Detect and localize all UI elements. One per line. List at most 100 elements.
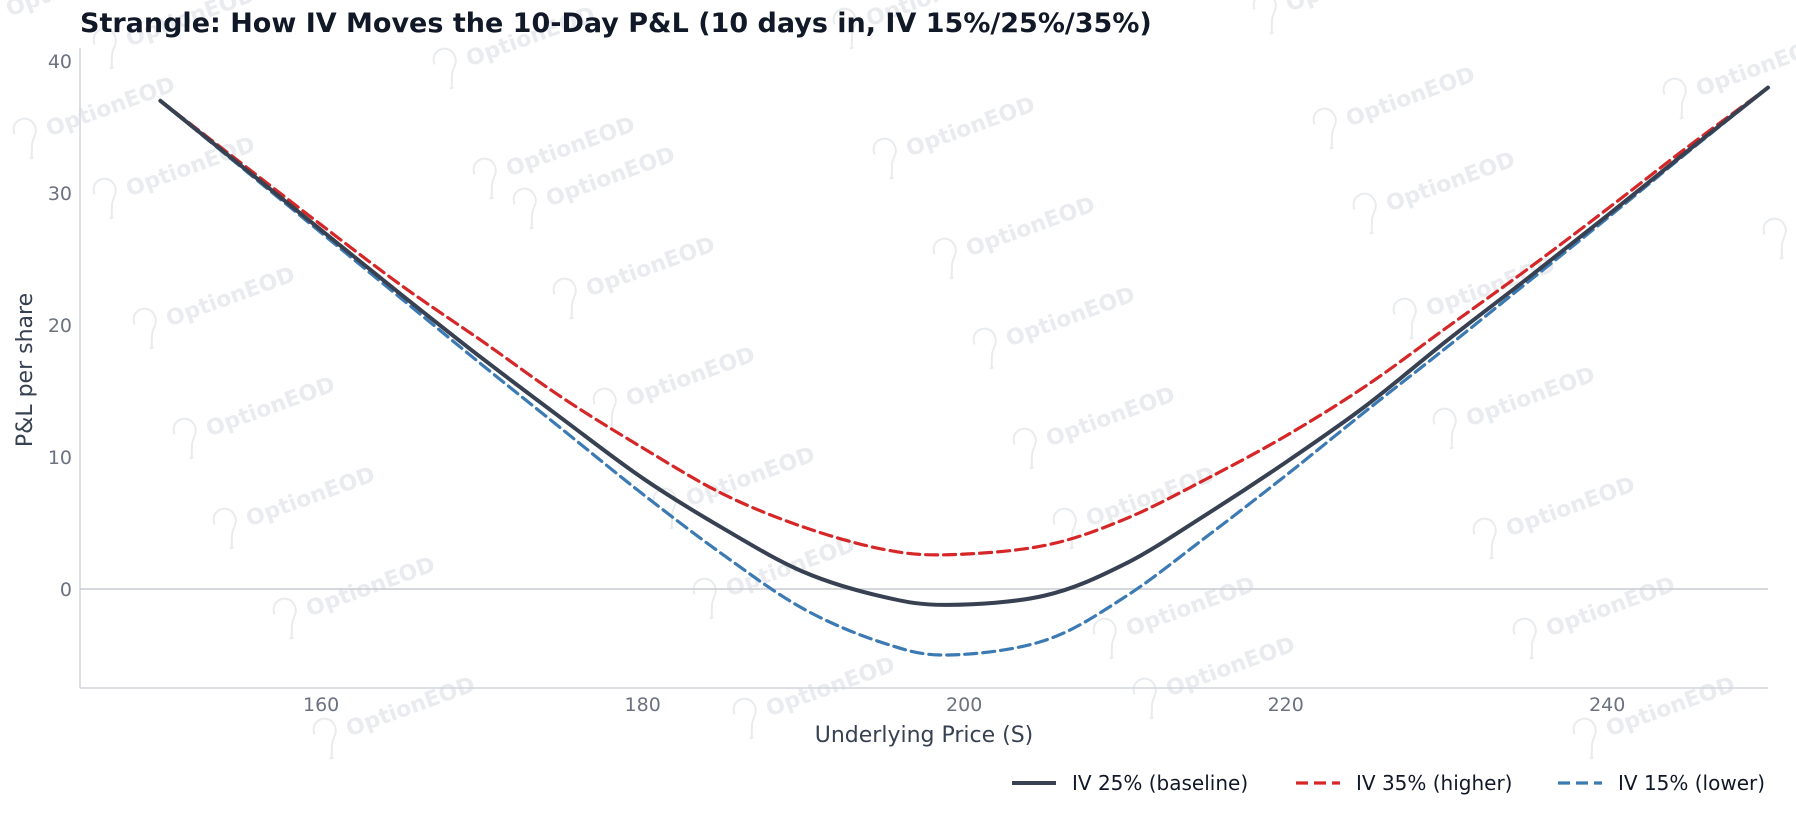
watermark-logo-icon <box>12 117 37 160</box>
x-tick-label: 180 <box>625 694 661 716</box>
watermark: OptionEOD <box>972 282 1139 370</box>
watermark: OptionEOD <box>1252 0 1419 35</box>
watermark: OptionEOD <box>592 342 759 430</box>
watermark: OptionEOD <box>652 442 819 530</box>
y-tick-label: 20 <box>48 315 72 337</box>
watermark-text: OptionEOD <box>903 92 1039 162</box>
watermark-logo-icon <box>92 177 117 220</box>
y-axis-label: P&L per share <box>13 293 38 447</box>
watermark: OptionEOD <box>1762 172 1796 260</box>
watermark-text: OptionEOD <box>243 462 379 532</box>
watermark: OptionEOD <box>1432 362 1599 450</box>
ticks-layer: 160 180 200 220 240 0 10 20 30 40 <box>48 51 1626 716</box>
watermark-logo-icon <box>92 27 117 70</box>
watermark: OptionEOD <box>692 532 859 620</box>
legend-label: IV 15% (lower) <box>1618 771 1765 795</box>
watermark-logo-icon <box>0 0 5 41</box>
watermark: OptionEOD <box>552 232 719 320</box>
watermark-logo-icon <box>472 157 497 200</box>
watermark: OptionEOD <box>1662 32 1796 120</box>
legend-label: IV 35% (higher) <box>1356 771 1512 795</box>
watermark: OptionEOD <box>1392 252 1559 340</box>
watermark: OptionEOD <box>1092 572 1259 660</box>
watermark-text: OptionEOD <box>43 72 179 142</box>
watermark-logo-icon <box>1472 517 1497 560</box>
watermark-text: OptionEOD <box>1543 572 1679 642</box>
y-tick-label: 10 <box>48 447 72 469</box>
watermark-logo-icon <box>212 507 237 550</box>
watermark-text: OptionEOD <box>343 672 479 742</box>
watermark: OptionEOD <box>212 462 379 550</box>
legend-label: IV 25% (baseline) <box>1072 771 1248 795</box>
watermark-text: OptionEOD <box>963 192 1099 262</box>
watermark: OptionEOD <box>932 192 1099 280</box>
watermark-text: OptionEOD <box>203 372 339 442</box>
watermark-logo-icon <box>592 387 617 430</box>
watermark-text: OptionEOD <box>123 132 259 202</box>
y-tick-label: 30 <box>48 183 72 205</box>
watermark-text: OptionEOD <box>1343 62 1479 132</box>
watermark-logo-icon <box>1512 617 1537 660</box>
watermark-text: OptionEOD <box>163 262 299 332</box>
watermark-logo-icon <box>512 187 537 230</box>
watermark-logo-icon <box>1392 297 1417 340</box>
watermark-text: OptionEOD <box>1503 472 1639 542</box>
watermark-text: OptionEOD <box>1283 0 1419 17</box>
watermark-text: OptionEOD <box>1383 147 1519 217</box>
watermark-logo-icon <box>552 277 577 320</box>
watermark-text: OptionEOD <box>1123 572 1259 642</box>
watermark-logo-icon <box>1352 192 1377 235</box>
watermark-logo-icon <box>872 137 897 180</box>
watermark-logo-icon <box>312 717 337 760</box>
watermark-logo-icon <box>1252 0 1277 35</box>
watermark: OptionEOD <box>1472 472 1639 560</box>
watermark-logo-icon <box>1762 217 1787 260</box>
watermark-logo-icon <box>172 417 197 460</box>
watermark-logo-icon <box>1432 407 1457 450</box>
watermark-logo-icon <box>652 487 677 530</box>
watermark-text: OptionEOD <box>1463 362 1599 432</box>
watermark-logo-icon <box>972 327 997 370</box>
x-tick-label: 220 <box>1268 694 1304 716</box>
watermark: OptionEOD <box>132 262 299 350</box>
watermark-logo-icon <box>432 47 457 90</box>
axes <box>79 48 1768 689</box>
x-axis-label: Underlying Price (S) <box>815 723 1034 748</box>
watermark: OptionEOD <box>92 132 259 220</box>
watermark-logo-icon <box>1662 77 1687 120</box>
watermark-logo-icon <box>272 597 297 640</box>
watermark: OptionEOD <box>172 372 339 460</box>
chart-title: Strangle: How IV Moves the 10-Day P&L (1… <box>80 8 1152 39</box>
legend: IV 25% (baseline) IV 35% (higher) IV 15% (… <box>1012 771 1765 795</box>
watermark: OptionEOD <box>12 72 179 160</box>
watermark: OptionEOD <box>1312 62 1479 150</box>
watermark-logo-icon <box>1312 107 1337 150</box>
watermark-logo-icon <box>132 307 157 350</box>
watermark-text: OptionEOD <box>1043 382 1179 452</box>
series-line-0 <box>158 85 1770 607</box>
watermark-logo-icon <box>1052 507 1077 550</box>
x-tick-label: 240 <box>1589 694 1625 716</box>
series-layer <box>158 85 1770 657</box>
watermark-text: OptionEOD <box>1693 32 1796 102</box>
watermark-logo-icon <box>1132 677 1157 720</box>
watermark-logo-icon <box>832 7 857 50</box>
watermark: OptionEOD <box>1352 147 1519 235</box>
watermark-logo-icon <box>732 697 757 740</box>
watermark-logo-icon <box>1012 427 1037 470</box>
series-line-1 <box>158 85 1770 557</box>
watermark: OptionEOD <box>1512 572 1679 660</box>
watermark-logo-icon <box>1572 717 1597 760</box>
watermark: OptionEOD <box>272 552 439 640</box>
watermark: OptionEOD <box>872 92 1039 180</box>
y-tick-label: 40 <box>48 51 72 73</box>
watermark-text: OptionEOD <box>303 552 439 622</box>
watermark-logo-icon <box>692 577 717 620</box>
watermark-text: OptionEOD <box>623 342 759 412</box>
watermark-text: OptionEOD <box>583 232 719 302</box>
watermark-text: OptionEOD <box>1003 282 1139 352</box>
series-line-2 <box>158 85 1770 657</box>
x-tick-label: 200 <box>946 694 982 716</box>
